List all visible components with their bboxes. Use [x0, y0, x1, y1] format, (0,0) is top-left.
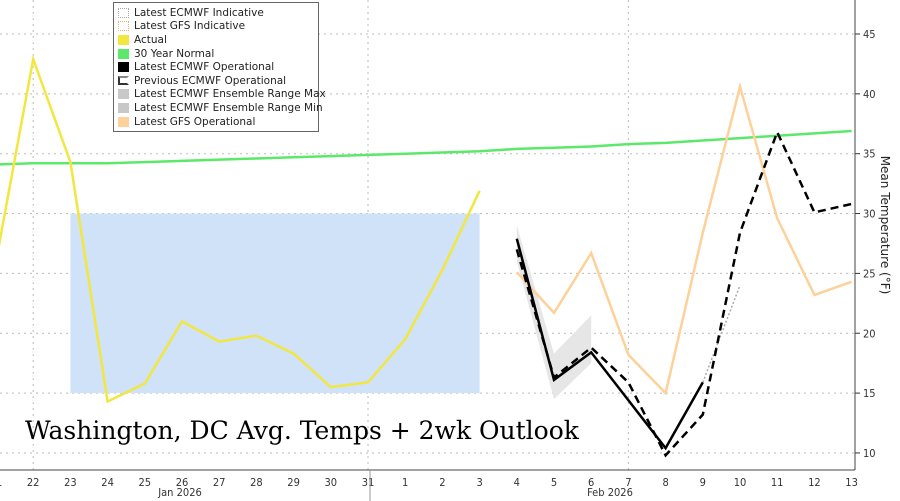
legend-label: Latest ECMWF Indicative: [134, 6, 264, 19]
legend-item: Latest ECMWF Ensemble Range Max: [118, 88, 326, 102]
x-tick-label: 26: [176, 476, 189, 489]
legend-label: Latest GFS Operational: [134, 115, 256, 128]
x-tick-label: 12: [808, 476, 821, 489]
legend-swatch: [118, 89, 129, 100]
y-tick-label: 45: [863, 28, 876, 41]
legend-swatch: [118, 76, 129, 86]
legend-swatch: [118, 116, 129, 127]
legend-swatch: [118, 7, 129, 18]
y-tick-label: 40: [863, 88, 876, 101]
legend-item: Latest ECMWF Operational: [118, 60, 318, 74]
y-tick-label: 30: [863, 208, 876, 221]
x-tick-label: 21: [0, 476, 2, 489]
legend-label: Previous ECMWF Operational: [134, 74, 287, 87]
x-tick-label: 13: [845, 476, 858, 489]
legend-item: Latest GFS Indicative: [118, 20, 318, 34]
legend-label: Latest ECMWF Ensemble Range Max: [134, 88, 326, 101]
x-tick-label: 29: [287, 476, 300, 489]
x-tick-label: 3: [476, 476, 482, 489]
x-tick-label: 28: [250, 476, 263, 489]
x-tick-label: 10: [734, 476, 747, 489]
x-tick-label: 11: [771, 476, 784, 489]
month-label: Feb 2026: [587, 486, 633, 499]
legend-swatch: [118, 34, 129, 45]
x-tick-label: 22: [27, 476, 40, 489]
y-tick-label: 10: [863, 447, 876, 460]
x-tick-label: 2: [439, 476, 445, 489]
series-line-latest-gfs-operational: [515, 81, 853, 396]
series-line-latest-ecmwf-operational: [515, 238, 704, 451]
legend-item: Latest GFS Operational: [118, 115, 318, 129]
legend-label: Latest ECMWF Operational: [134, 61, 275, 74]
ensemble-range-band: [516, 225, 592, 400]
legend-item: Latest ECMWF Indicative: [118, 6, 318, 20]
x-tick-label: 5: [551, 476, 557, 489]
legend-item: Previous ECMWF Operational: [118, 74, 318, 88]
legend-item: Latest ECMWF Ensemble Range Min: [118, 101, 323, 115]
x-tick-label: 27: [213, 476, 226, 489]
x-tick-label: 8: [662, 476, 668, 489]
legend-label: Latest GFS Indicative: [134, 20, 246, 33]
y-tick-label: 20: [863, 327, 876, 340]
legend-swatch: [118, 62, 129, 73]
legend-swatch: [118, 48, 129, 59]
y-tick-label: 35: [863, 148, 876, 161]
series-line-30-year-normal: [0, 129, 852, 166]
legend-label: Actual: [134, 33, 167, 46]
x-tick-label: 24: [101, 476, 114, 489]
legend-item: 30 Year Normal: [118, 47, 318, 61]
shaded-range: [70, 213, 480, 394]
x-tick-label: 25: [139, 476, 152, 489]
x-tick-label: 4: [514, 476, 520, 489]
legend-label: 30 Year Normal: [134, 47, 215, 60]
x-tick-label: 6: [588, 476, 594, 489]
legend-swatch: [118, 21, 129, 32]
legend-swatch: [118, 102, 129, 113]
x-tick-label: 7: [625, 476, 631, 489]
series-line-previous-ecmwf-operational: [515, 128, 852, 458]
series-line-latest-ecmwf-indicative: [702, 285, 741, 383]
x-tick-label: 30: [325, 476, 338, 489]
x-tick-label: 31: [362, 476, 375, 489]
legend: Latest ECMWF Indicative Latest GFS Indica…: [113, 2, 326, 132]
y-axis-label: Mean Temperature (°F): [878, 155, 892, 295]
x-tick-label: 23: [64, 476, 77, 489]
month-label: Jan 2026: [157, 486, 202, 499]
series-line-actual: [0, 54, 481, 404]
y-tick-label: 15: [863, 387, 876, 400]
legend-label: Latest ECMWF Ensemble Range Min: [134, 101, 323, 114]
y-tick-label: 25: [863, 267, 876, 280]
chart-title: Washington, DC Avg. Temps + 2wk Outlook: [25, 416, 579, 445]
x-tick-label: 1: [402, 476, 408, 489]
legend-item: Actual: [118, 33, 318, 47]
x-tick-label: 9: [700, 476, 706, 489]
